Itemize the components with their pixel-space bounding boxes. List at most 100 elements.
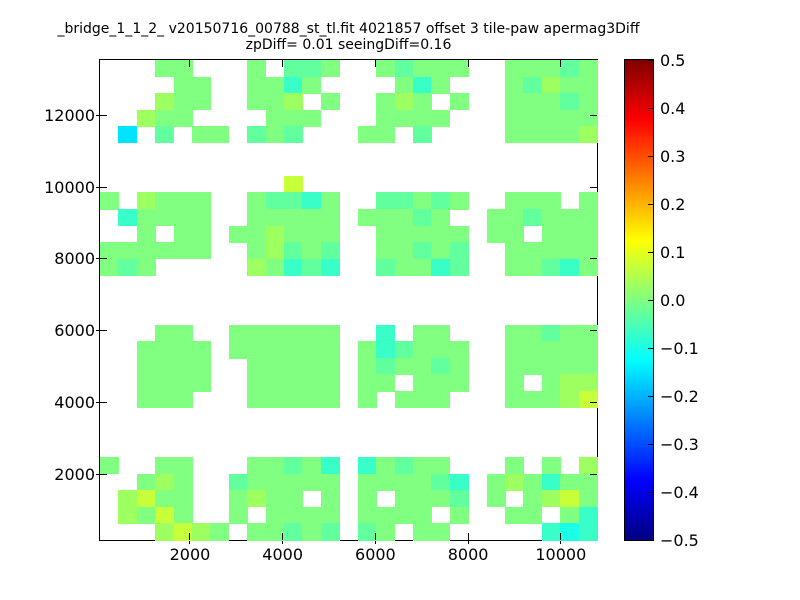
heatmap-cell	[560, 324, 580, 342]
heatmap-cell	[173, 457, 193, 475]
heatmap-cell	[560, 523, 580, 541]
heatmap-cell	[412, 242, 432, 260]
heatmap-cell	[541, 242, 561, 260]
heatmap-cell	[320, 391, 340, 409]
x-tick-label: 10000	[535, 545, 587, 564]
heatmap-cell	[412, 225, 432, 243]
heatmap-cell	[394, 93, 414, 111]
colorbar-tick	[648, 251, 653, 253]
heatmap-cell	[578, 242, 598, 260]
heatmap-cell	[394, 341, 414, 359]
heatmap-cell	[136, 391, 156, 409]
heatmap-cell	[541, 192, 561, 210]
heatmap-cell	[541, 473, 561, 491]
heatmap-cell	[449, 490, 469, 508]
heatmap-cell	[173, 523, 193, 541]
heatmap-cell	[504, 473, 524, 491]
heatmap-cell	[155, 324, 175, 342]
heatmap-cell	[302, 225, 322, 243]
colorbar-tick	[648, 347, 653, 349]
heatmap-cell	[523, 357, 543, 376]
heatmap-cell	[449, 93, 469, 111]
heatmap-cell	[449, 242, 469, 260]
heatmap-cell	[504, 192, 524, 210]
heatmap-cell	[173, 60, 193, 78]
heatmap-cell	[541, 126, 561, 144]
heatmap-cell	[541, 109, 561, 127]
heatmap-cell	[523, 109, 543, 127]
heatmap-cell	[192, 523, 212, 541]
heatmap-cell	[136, 490, 156, 508]
heatmap-cell	[449, 192, 469, 210]
heatmap-cell	[284, 341, 304, 359]
heatmap-cell	[192, 374, 212, 392]
y-tick	[96, 186, 100, 188]
heatmap-cell	[578, 258, 598, 276]
heatmap-cell	[541, 523, 561, 541]
heatmap-cell	[118, 208, 138, 227]
heatmap-cell	[431, 109, 451, 127]
heatmap-cell	[155, 208, 175, 227]
heatmap-cell	[541, 341, 561, 359]
heatmap-cell	[357, 391, 377, 409]
heatmap-cell	[320, 258, 340, 276]
heatmap-cell	[541, 93, 561, 111]
heatmap-cell	[412, 357, 432, 376]
heatmap-cell	[173, 341, 193, 359]
heatmap-cell	[523, 60, 543, 78]
heatmap-cell	[155, 490, 175, 508]
heatmap-cell	[449, 374, 469, 392]
heatmap-cell	[412, 324, 432, 342]
heatmap-cell	[284, 242, 304, 260]
heatmap-cell	[192, 126, 212, 144]
heatmap-cell	[523, 258, 543, 276]
heatmap-cell	[320, 324, 340, 342]
heatmap-cell	[284, 473, 304, 491]
y-tick-right	[590, 186, 597, 188]
heatmap-cell	[560, 490, 580, 508]
heatmap-cell	[412, 126, 432, 144]
x-tick	[282, 533, 284, 540]
heatmap-cell	[578, 208, 598, 227]
y-tick	[100, 330, 107, 332]
heatmap-cell	[247, 457, 267, 475]
heatmap-cell	[173, 208, 193, 227]
heatmap-cell	[504, 208, 524, 227]
heatmap-cell	[541, 225, 561, 243]
heatmap-cell	[431, 490, 451, 508]
heatmap-cell	[431, 242, 451, 260]
heatmap-cell	[302, 391, 322, 409]
heatmap-cell	[228, 506, 248, 525]
heatmap-cell	[560, 109, 580, 127]
heatmap-cell	[449, 60, 469, 78]
heatmap-cell	[155, 341, 175, 359]
heatmap-cell	[412, 506, 432, 525]
heatmap-cell	[431, 457, 451, 475]
heatmap-cell	[320, 93, 340, 111]
plot-title: _bridge_1_1_2_ v20150716_00788_st_tl.fit…	[57, 21, 640, 37]
heatmap-cell	[247, 93, 267, 111]
heatmap-cell	[357, 457, 377, 475]
heatmap-cell	[284, 324, 304, 342]
heatmap-plot-area	[99, 59, 598, 541]
y-tick-label: 8000	[54, 249, 95, 269]
heatmap-cell	[247, 473, 267, 491]
y-tick-label: 12000	[44, 105, 95, 125]
heatmap-cell	[302, 341, 322, 359]
heatmap-cell	[302, 258, 322, 276]
heatmap-cell	[155, 391, 175, 409]
heatmap-cell	[523, 76, 543, 94]
heatmap-cell	[265, 473, 285, 491]
heatmap-cell	[284, 192, 304, 210]
heatmap-cell	[118, 506, 138, 525]
heatmap-cell	[376, 242, 396, 260]
heatmap-cell	[302, 208, 322, 227]
heatmap-cell	[265, 523, 285, 541]
heatmap-cell	[247, 523, 267, 541]
heatmap-cell	[376, 374, 396, 392]
heatmap-cell	[376, 225, 396, 243]
heatmap-cell	[302, 473, 322, 491]
heatmap-cell	[173, 490, 193, 508]
heatmap-cell	[412, 391, 432, 409]
heatmap-cell	[265, 76, 285, 94]
